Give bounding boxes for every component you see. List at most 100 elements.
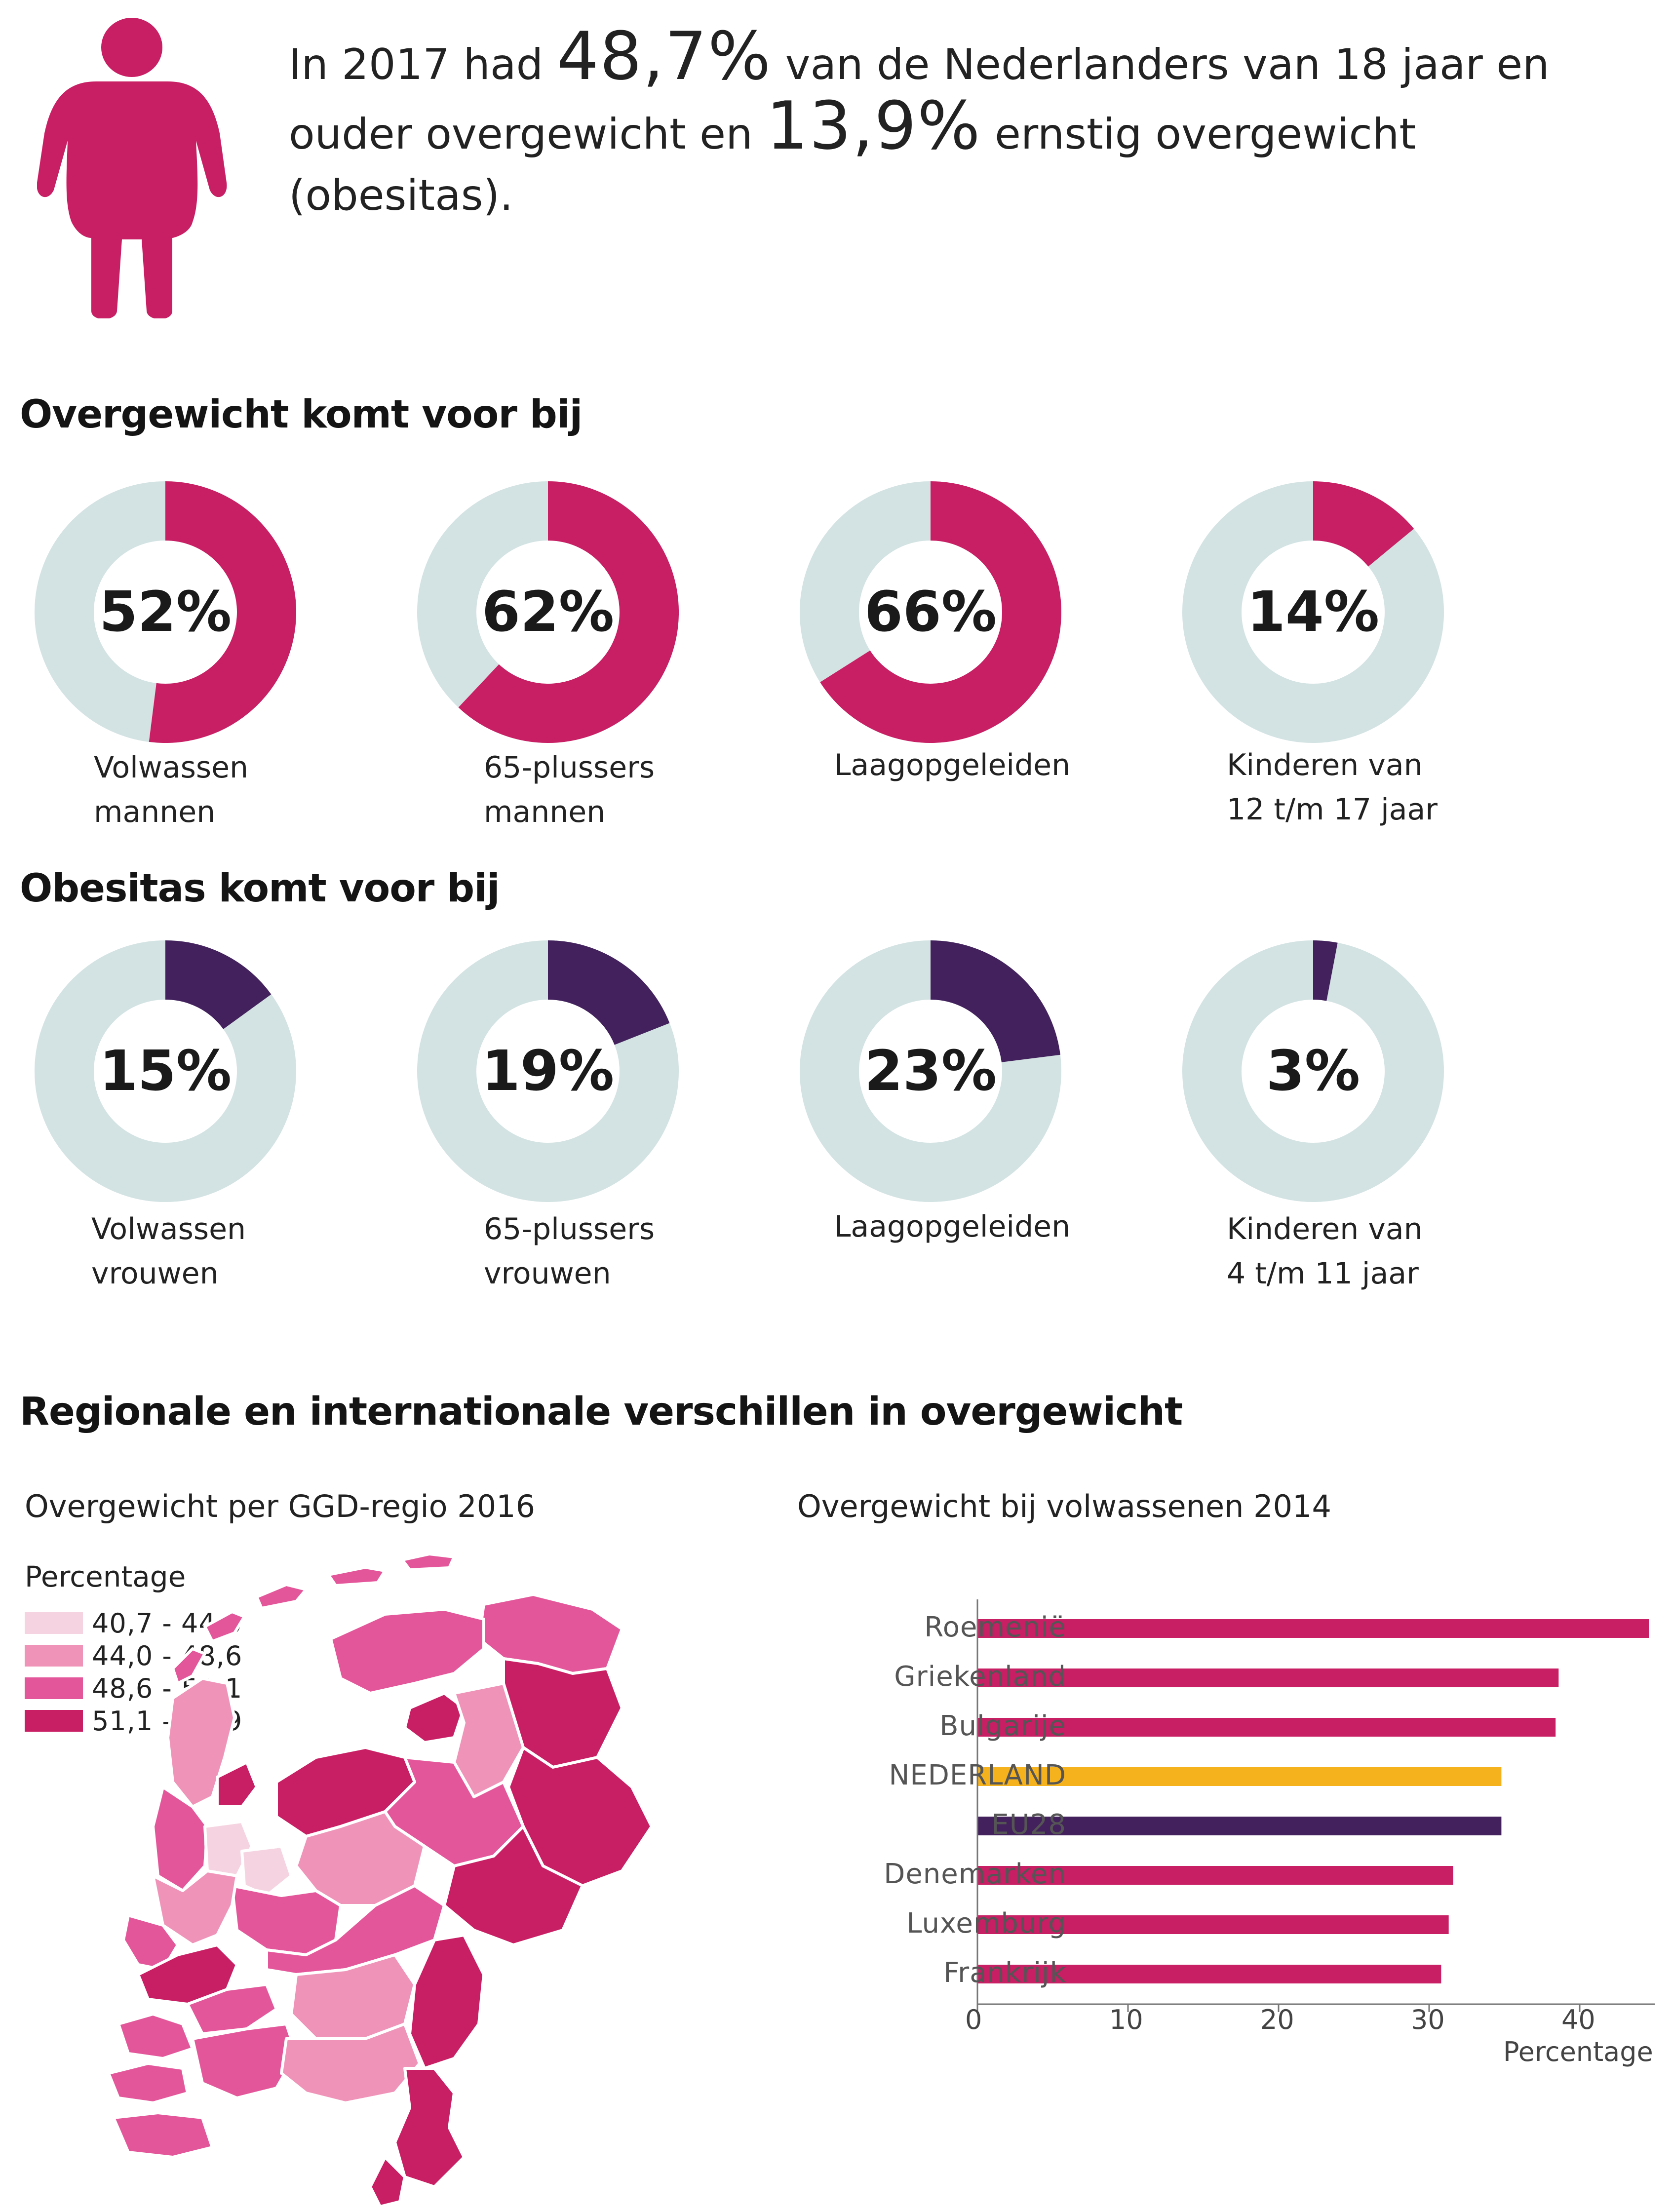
obesity-donut-4: 3% [1182,940,1444,1202]
label-line-1: Laagopgeleiden [834,1209,1071,1244]
obesity-donut-2: 19% [417,940,679,1202]
donut-arc [547,940,670,1046]
map-region-zeeland-north [117,2013,194,2060]
map-island [255,1583,308,1610]
legend-swatch [25,1677,83,1699]
intro-value-obesity: 13,9% [766,87,981,164]
overweight-donut-3: 66% [800,481,1061,743]
map-legend: 40,7 - 44,0 44,0 - 48,6 48,6 - 51,1 51,1… [25,1607,242,1737]
overweight-section-title: Overgewicht komt voor bij [20,392,583,437]
bar-7 [977,1965,1441,1983]
map-legend-title: Percentage [25,1560,186,1593]
intro-part-1: In 2017 had [289,40,557,89]
map-region-limburg-noord [408,1934,485,2070]
donut-arc [1312,940,1338,1001]
map-region-groningen [477,1593,623,1675]
bar-3 [977,1767,1502,1786]
legend-swatch [25,1710,83,1732]
map-region-achterhoek [443,1825,584,1946]
map-region-gelderland-zuid [265,1884,446,1976]
donut-arc [149,481,296,743]
obesity-donut-2-label: 65-plussers vrouwen [484,1207,655,1296]
bar-label-roemenie: Roemenië [924,1611,1066,1643]
bar-label-denemarken: Denemarken [884,1858,1066,1890]
map-title: Overgewicht per GGD-regio 2016 [25,1488,536,1524]
donut-percentage: 19% [481,1039,615,1103]
label-line-1: Volwassen [91,1212,246,1246]
donut-percentage: 66% [864,580,997,644]
overweight-donut-1: 52% [35,481,296,743]
label-line-2: vrouwen [91,1256,219,1291]
map-region-zeeland-mid [109,2062,189,2104]
legend-swatch [25,1645,83,1667]
map-region-friesland [329,1608,485,1695]
label-line-1: 65-plussers [484,750,655,785]
bar-chart-labels: Roemenië Griekenland Bulgarije NEDERLAND… [770,1570,1672,2212]
donut-chart [417,481,679,743]
intro-part-3: ernstig overgewicht (obesitas). [289,110,1416,220]
label-line-2: 4 t/m 11 jaar [1227,1256,1419,1291]
legend-label: 44,0 - 48,6 [92,1640,243,1671]
label-line-2: mannen [94,795,216,829]
bar-chart-title: Overgewicht bij volwassenen 2014 [797,1488,1331,1524]
bar-4 [977,1817,1502,1835]
label-line-2: mannen [484,795,606,829]
overweight-donut-2: 62% [417,481,679,743]
bar-label-griekenland: Griekenland [894,1661,1066,1693]
map-region-rotterdam-rijnmond [137,1943,238,2006]
donut-chart [35,940,296,1202]
donut-percentage: 15% [99,1039,232,1103]
bar-6 [977,1915,1449,1934]
label-line-1: Volwassen [94,750,249,785]
overweight-donut-4: 14% [1182,481,1444,743]
donut-chart [417,940,679,1202]
map-island [327,1566,387,1587]
map-island [203,1610,246,1643]
bar-label-bulgarije: Bulgarije [939,1710,1066,1742]
label-line-1: Kinderen van [1227,1212,1423,1246]
regional-section-title: Regionale en internationale verschillen … [20,1390,1183,1434]
donut-chart [35,481,296,743]
overweight-donut-1-label: Volwassen mannen [94,745,248,834]
overweight-donut-2-label: 65-plussers mannen [484,745,655,834]
intro-value-overweight: 48,7% [556,18,772,95]
map-region-noordoostpolder [403,1692,466,1744]
legend-item: 44,0 - 48,6 [25,1639,242,1672]
label-line-2: 12 t/m 17 jaar [1227,792,1438,827]
x-tick-30: 30 [1411,2004,1445,2035]
person-shape [37,18,227,318]
donut-chart [1182,940,1444,1202]
bar-label-nederland: NEDERLAND [889,1759,1066,1791]
donut-arc [164,940,272,1030]
bar-label-luxemburg: Luxemburg [906,1907,1066,1940]
label-line-1: Kinderen van [1227,748,1423,782]
x-tick-40: 40 [1561,2004,1595,2035]
label-line-1: 65-plussers [484,1212,655,1246]
donut-arc [930,940,1060,1063]
overweight-donut-3-label: Laagopgeleiden [834,743,1070,787]
map-region-gooi [240,1845,293,1897]
donut-arc [1312,481,1414,567]
donut-percentage: 52% [99,580,232,644]
map-region-zuid-holland-zuid [186,1983,278,2035]
obesity-donut-4-label: Kinderen van 4 t/m 11 jaar [1227,1207,1423,1296]
x-axis-label: Percentage [1503,2036,1653,2067]
label-line-2: vrouwen [484,1256,611,1291]
obesity-donut-1: 15% [35,940,296,1202]
donut-arc [820,481,1061,743]
x-tick-10: 10 [1109,2004,1143,2035]
map-region-limburg-zuid [393,2067,466,2188]
intro-part-2: van de Nederlanders van 18 jaar en ouder… [289,40,1550,159]
x-tick-0: 0 [965,2004,982,2035]
donut-percentage: 23% [864,1039,997,1103]
bar-1 [977,1669,1559,1687]
donut-chart [800,940,1061,1202]
donut-chart [800,481,1061,743]
donut-percentage: 14% [1246,580,1380,644]
map-region-flevoland-west [216,1761,258,1808]
donut-chart [1182,481,1444,743]
map-region-west-brabant [191,2022,298,2099]
map-region-zeeland-south [112,2111,214,2159]
x-tick-20: 20 [1260,2004,1294,2035]
bar-chart [976,1599,1655,2012]
